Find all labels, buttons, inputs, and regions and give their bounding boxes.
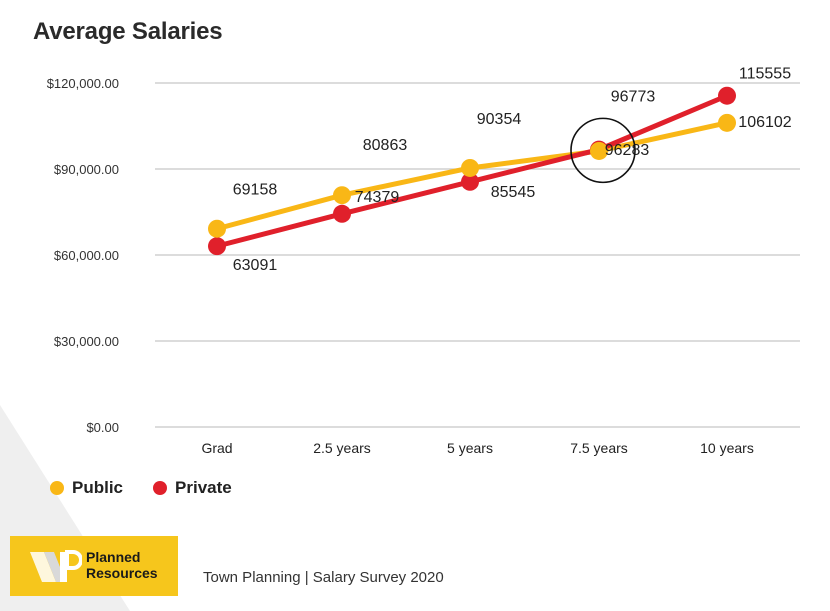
- logo-line2: Resources: [86, 565, 158, 581]
- data-point-public: [333, 186, 351, 205]
- legend-item-public: Public: [50, 478, 123, 498]
- data-label-private: 96773: [611, 89, 656, 106]
- x-tick-label: 10 years: [700, 440, 754, 456]
- data-label-private: 63091: [233, 257, 278, 274]
- y-tick-label: $30,000.00: [54, 334, 119, 349]
- footer-caption: Town Planning | Salary Survey 2020: [203, 569, 444, 586]
- data-point-public: [461, 158, 479, 177]
- legend: Public Private: [50, 478, 254, 498]
- data-label-private: 115555: [739, 66, 791, 83]
- crossover-highlight-circle: [570, 117, 636, 184]
- y-tick-label: $0.00: [86, 420, 119, 435]
- planned-resources-logo: Planned Resources: [10, 536, 178, 596]
- data-point-private: [461, 172, 479, 191]
- legend-marker-private: [153, 481, 168, 495]
- logo-text: Planned Resources: [86, 549, 158, 581]
- legend-item-private: Private: [153, 478, 232, 498]
- x-tick-label: 7.5 years: [570, 440, 628, 456]
- data-point-private: [333, 204, 351, 223]
- x-tick-label: Grad: [201, 440, 232, 456]
- data-label-private: 74379: [355, 189, 400, 206]
- data-label-public: 80863: [363, 137, 408, 154]
- data-point-private: [208, 237, 226, 256]
- data-point-public: [590, 141, 608, 160]
- legend-marker-public: [50, 481, 64, 495]
- data-label-public: 106102: [738, 114, 791, 131]
- logo-line1: Planned: [86, 549, 141, 565]
- x-tick-label: 2.5 years: [313, 440, 371, 456]
- data-point-public: [208, 219, 226, 238]
- data-label-public: 69158: [233, 182, 278, 199]
- logo-mark-icon: [30, 550, 82, 582]
- legend-label-private: Private: [175, 478, 232, 497]
- legend-label-public: Public: [72, 478, 124, 497]
- data-point-private: [718, 86, 736, 105]
- x-tick-label: 5 years: [447, 440, 493, 456]
- line-chart: $0.00 $30,000.00 $60,000.00 $90,000.00 $120,…: [47, 66, 800, 456]
- y-tick-label: $90,000.00: [54, 162, 119, 177]
- data-point-public: [718, 113, 736, 132]
- data-label-private: 85545: [491, 184, 536, 201]
- y-tick-label: $60,000.00: [54, 248, 119, 263]
- y-tick-label: $120,000.00: [47, 76, 119, 91]
- chart-title: Average Salaries: [33, 18, 223, 45]
- data-label-public: 96283: [605, 142, 650, 159]
- data-label-public: 90354: [477, 111, 522, 128]
